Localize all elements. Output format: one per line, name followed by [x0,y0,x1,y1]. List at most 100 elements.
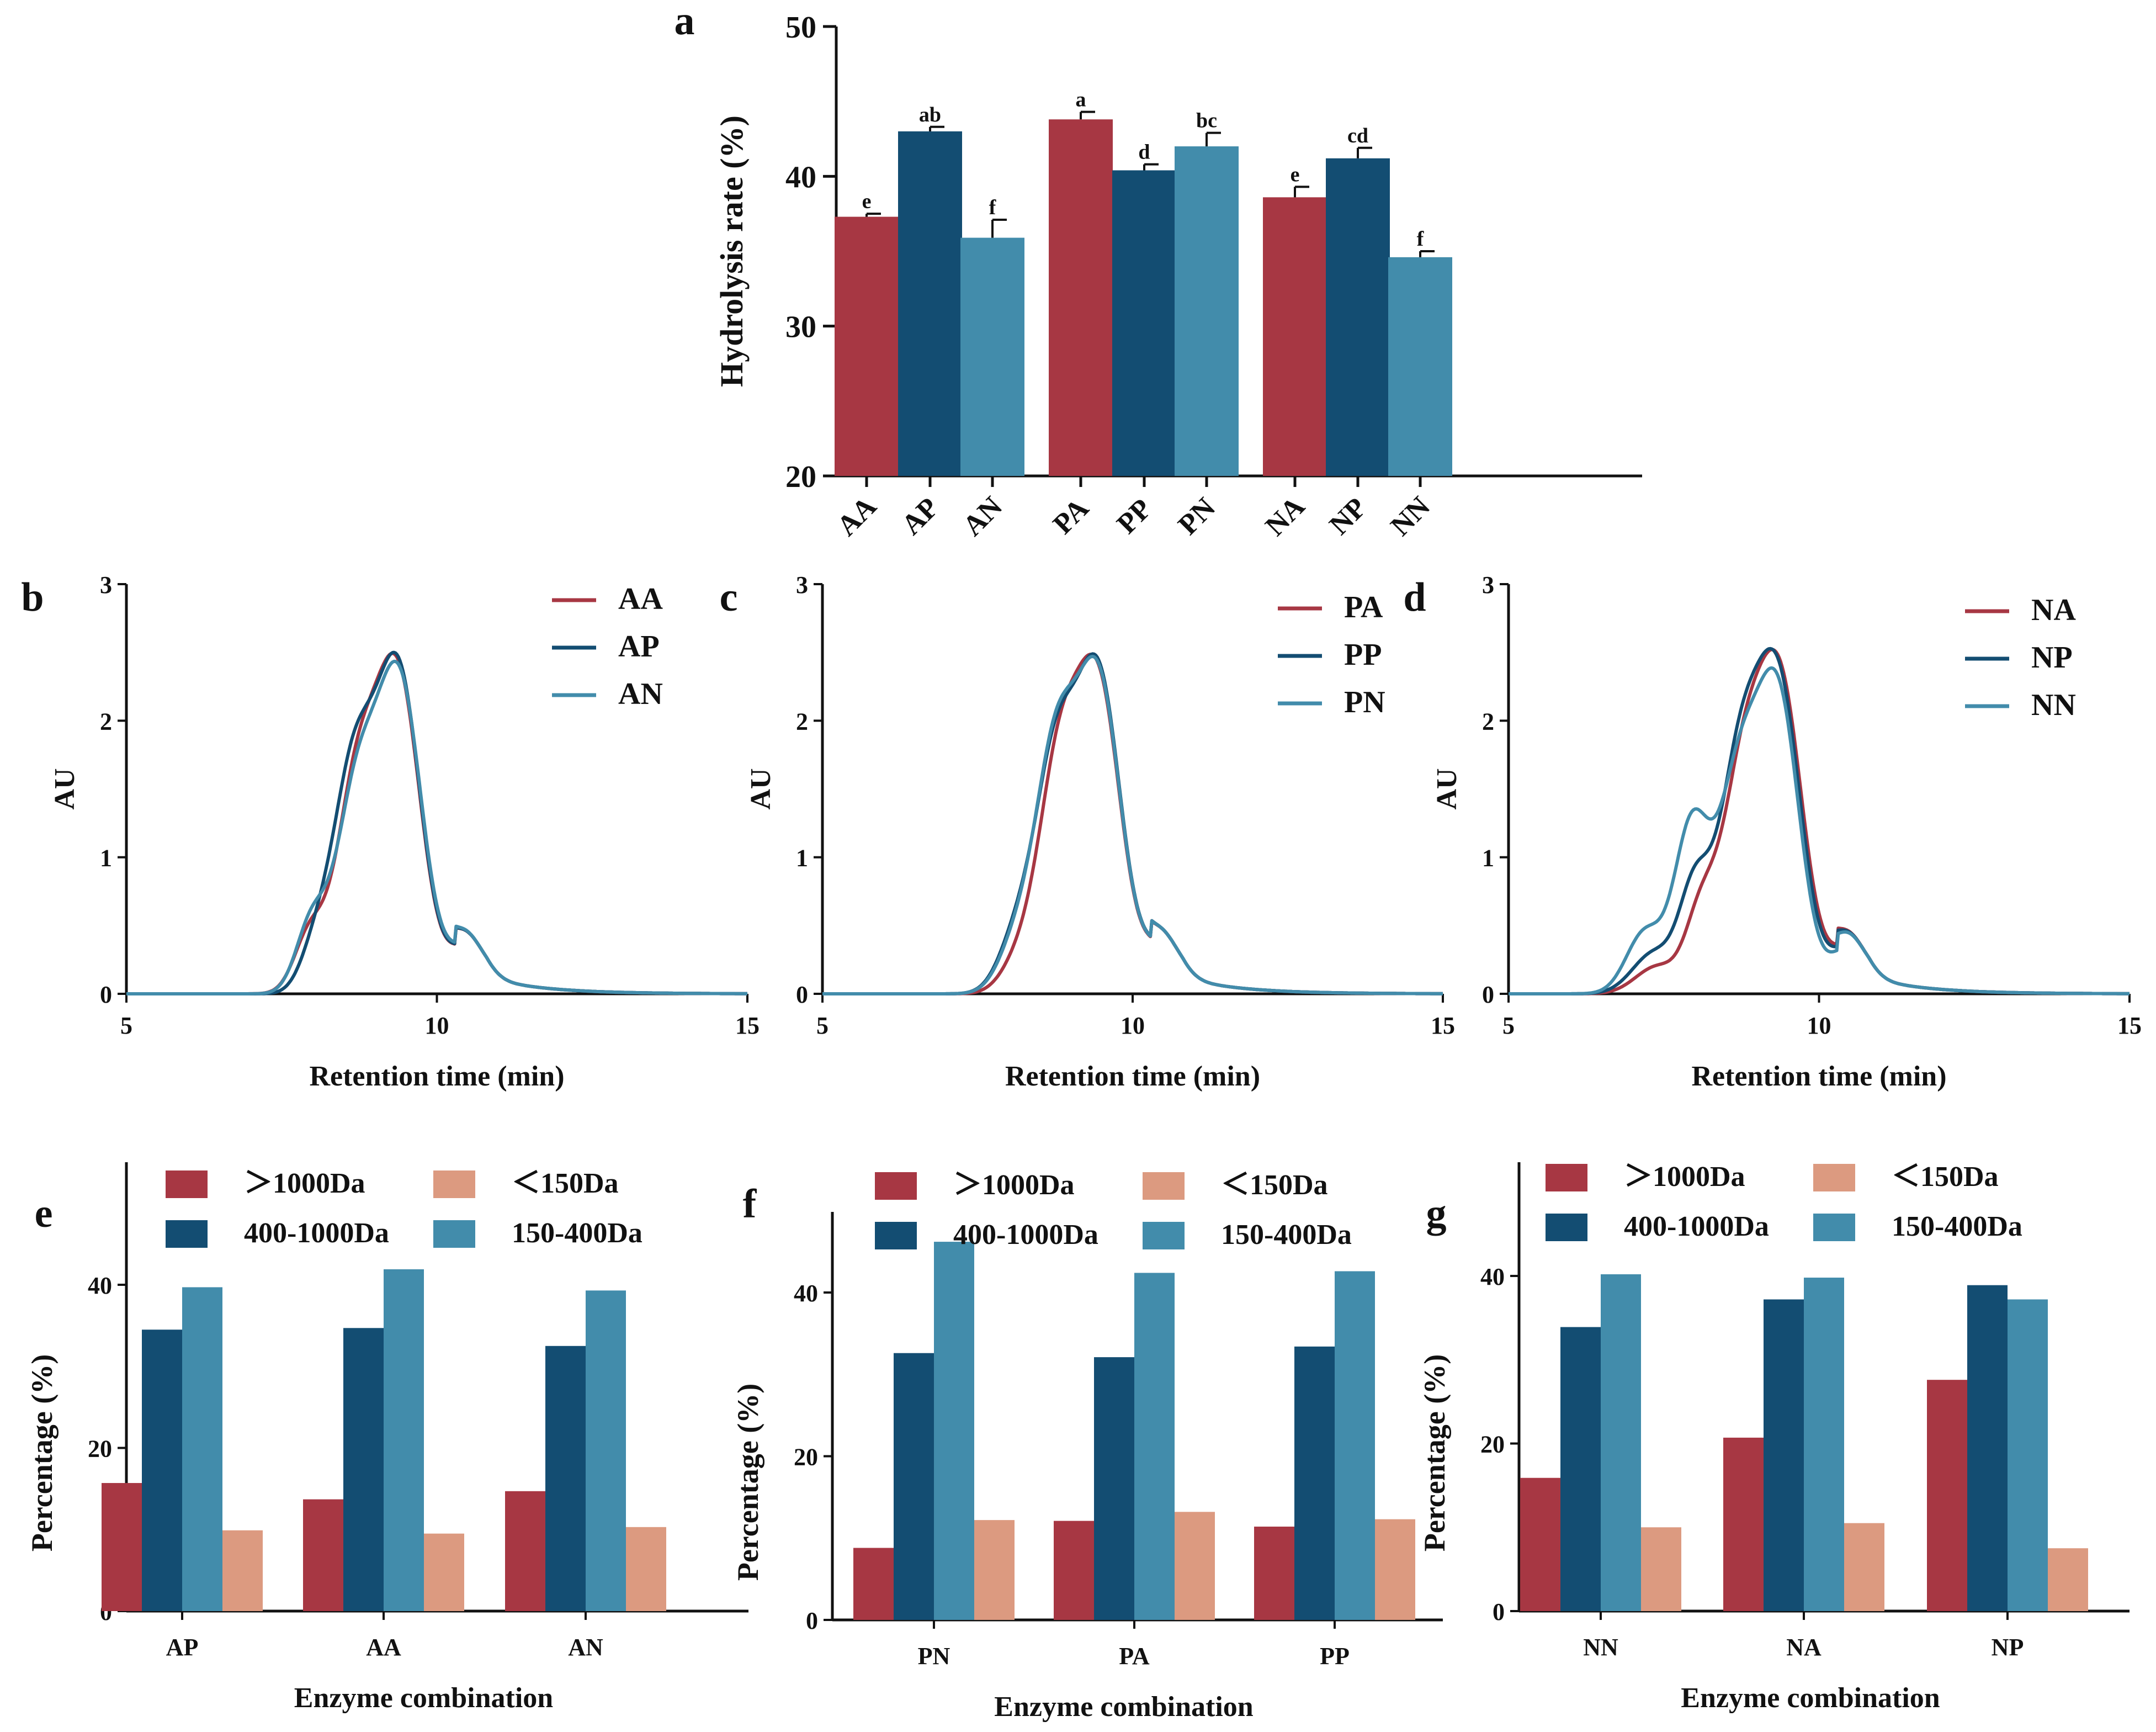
bar-PP-<150Da [1375,1519,1415,1620]
bar-NP->1000Da [1927,1380,1967,1611]
legend-swatch [433,1220,475,1248]
significance-letter: d [1138,141,1150,164]
bar-AP [898,131,962,476]
bar-NA [1263,197,1327,476]
y-tick-label: 30 [785,310,816,345]
x-tick-label: 5 [120,1012,132,1039]
y-tick-label: 2 [100,708,112,735]
legend-label: 400-1000Da [1624,1211,1769,1242]
legend-label: 150-400Da [1892,1211,2022,1242]
legend-label: ＞1000Da [953,1169,1075,1201]
x-tick-label: NN [1385,491,1436,542]
x-tick-label: AA [366,1634,401,1661]
bar-AN-150-400Da [586,1290,626,1611]
legend-swatch [1546,1164,1587,1191]
bar-PA->1000Da [1054,1521,1094,1620]
x-tick-label: 10 [1121,1012,1145,1039]
bar-NA-<150Da [1844,1523,1884,1611]
legend-label: ＜150Da [512,1168,619,1199]
significance-letter: f [989,196,997,219]
bar-AP->1000Da [102,1483,142,1611]
bar-PN-<150Da [974,1520,1015,1620]
legend-swatch [1813,1214,1855,1241]
y-axis-title: AU [49,768,81,809]
x-tick-label: PP [1320,1643,1350,1670]
bar-AN-<150Da [626,1527,666,1611]
x-tick-label: 5 [1502,1012,1515,1039]
bar-PN-400-1000Da [894,1353,934,1620]
bar-PA [1049,119,1113,476]
legend-swatch [1143,1222,1185,1249]
bar-AA-150-400Da [384,1269,424,1611]
bar-NN-<150Da [1641,1527,1681,1611]
x-tick-label: 10 [425,1012,449,1039]
y-tick-label: 0 [796,981,808,1008]
legend-swatch [1546,1214,1587,1241]
legend-label: 400-1000Da [953,1219,1098,1251]
legend-swatch [1813,1164,1855,1191]
x-tick-label: AN [568,1634,603,1661]
legend-label: NA [2031,593,2076,627]
x-tick-label: 10 [1807,1012,1831,1039]
bar-AA->1000Da [303,1499,343,1611]
legend-label: PN [1344,685,1385,719]
legend-swatch [875,1172,917,1200]
bar-NP-<150Da [2048,1548,2088,1611]
x-tick-label: AN [957,491,1008,542]
bar-AN-400-1000Da [545,1346,586,1611]
legend-label: 150-400Da [512,1217,642,1249]
x-axis-title: Enzyme combination [294,1682,554,1714]
y-tick-label: 3 [796,571,808,598]
series-line-AN [126,659,748,995]
y-tick-label: 50 [785,10,816,45]
significance-letter: cd [1347,124,1368,147]
y-tick-label: 20 [785,460,816,494]
x-tick-label: PA [1119,1643,1150,1670]
legend-swatch [1143,1172,1185,1200]
bar-AA-<150Da [424,1533,464,1611]
panel-label-a: a [675,0,695,44]
x-tick-label: AA [831,490,883,542]
bar-AN->1000Da [505,1491,545,1611]
y-tick-label: 40 [785,160,816,194]
legend-label: NN [2031,688,2076,722]
y-tick-label: 0 [1482,981,1494,1008]
bar-AA [835,216,899,476]
legend-label: ＞1000Da [244,1168,365,1199]
series-line-PN [822,655,1443,995]
bar-PP-400-1000Da [1294,1346,1335,1620]
bar-NN->1000Da [1520,1477,1560,1611]
bar-PN-150-400Da [934,1242,974,1620]
y-tick-label: 0 [100,981,112,1008]
bar-PP [1112,170,1176,476]
bar-AN [960,237,1024,476]
bar-NP-150-400Da [2008,1299,2048,1611]
significance-letter: f [1417,227,1425,251]
bar-NA-400-1000Da [1764,1299,1804,1611]
y-axis-title: AU [1431,768,1463,809]
bar-PN->1000Da [853,1548,894,1620]
y-axis-title: Percentage (%) [1418,1354,1451,1551]
y-axis-title: Percentage (%) [25,1354,59,1551]
x-axis-title: Retention time (min) [309,1061,564,1092]
bar-AP-150-400Da [182,1287,222,1611]
legend-swatch [166,1170,208,1198]
legend-label: ＜150Da [1221,1169,1328,1201]
x-axis-title: Retention time (min) [1691,1061,1946,1092]
x-tick-label: NP [1992,1634,2024,1661]
legend-swatch [875,1222,917,1249]
panel-label-b: b [21,575,44,620]
bar-NA->1000Da [1723,1437,1764,1611]
significance-letter: e [862,190,872,213]
x-tick-label: 15 [735,1012,760,1039]
significance-letter: ab [919,103,941,126]
bar-NN-150-400Da [1601,1274,1641,1611]
legend-label: 400-1000Da [244,1217,389,1249]
y-tick-label: 0 [806,1607,818,1634]
y-axis-title: Percentage (%) [731,1384,764,1581]
legend-label: PA [1344,590,1383,624]
y-tick-label: 2 [796,708,808,735]
x-tick-label: NP [1324,492,1373,541]
bar-NN-400-1000Da [1560,1327,1601,1611]
